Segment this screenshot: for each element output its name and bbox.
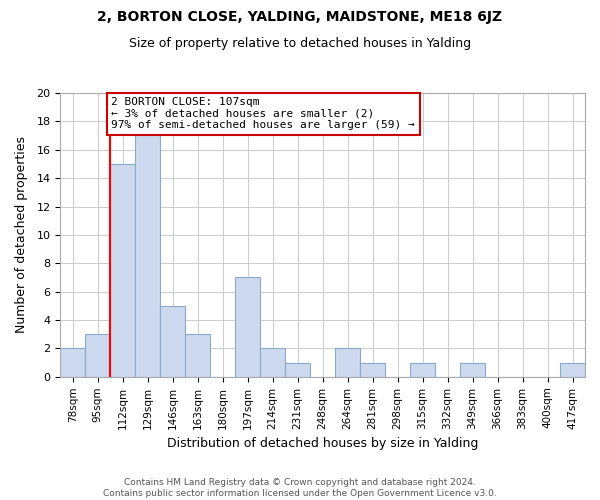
Bar xyxy=(335,348,360,377)
Bar xyxy=(185,334,210,377)
Bar xyxy=(85,334,110,377)
Bar xyxy=(361,362,385,377)
Text: 2, BORTON CLOSE, YALDING, MAIDSTONE, ME18 6JZ: 2, BORTON CLOSE, YALDING, MAIDSTONE, ME1… xyxy=(97,10,503,24)
Text: Contains HM Land Registry data © Crown copyright and database right 2024.
Contai: Contains HM Land Registry data © Crown c… xyxy=(103,478,497,498)
Bar xyxy=(136,107,160,377)
Bar xyxy=(260,348,285,377)
Bar xyxy=(560,362,585,377)
Bar xyxy=(61,348,85,377)
Bar xyxy=(286,362,310,377)
Y-axis label: Number of detached properties: Number of detached properties xyxy=(15,136,28,334)
Bar xyxy=(110,164,135,377)
Bar xyxy=(410,362,435,377)
X-axis label: Distribution of detached houses by size in Yalding: Distribution of detached houses by size … xyxy=(167,437,478,450)
Bar xyxy=(460,362,485,377)
Bar xyxy=(160,306,185,377)
Bar xyxy=(235,278,260,377)
Text: 2 BORTON CLOSE: 107sqm
← 3% of detached houses are smaller (2)
97% of semi-detac: 2 BORTON CLOSE: 107sqm ← 3% of detached … xyxy=(112,98,415,130)
Text: Size of property relative to detached houses in Yalding: Size of property relative to detached ho… xyxy=(129,38,471,51)
